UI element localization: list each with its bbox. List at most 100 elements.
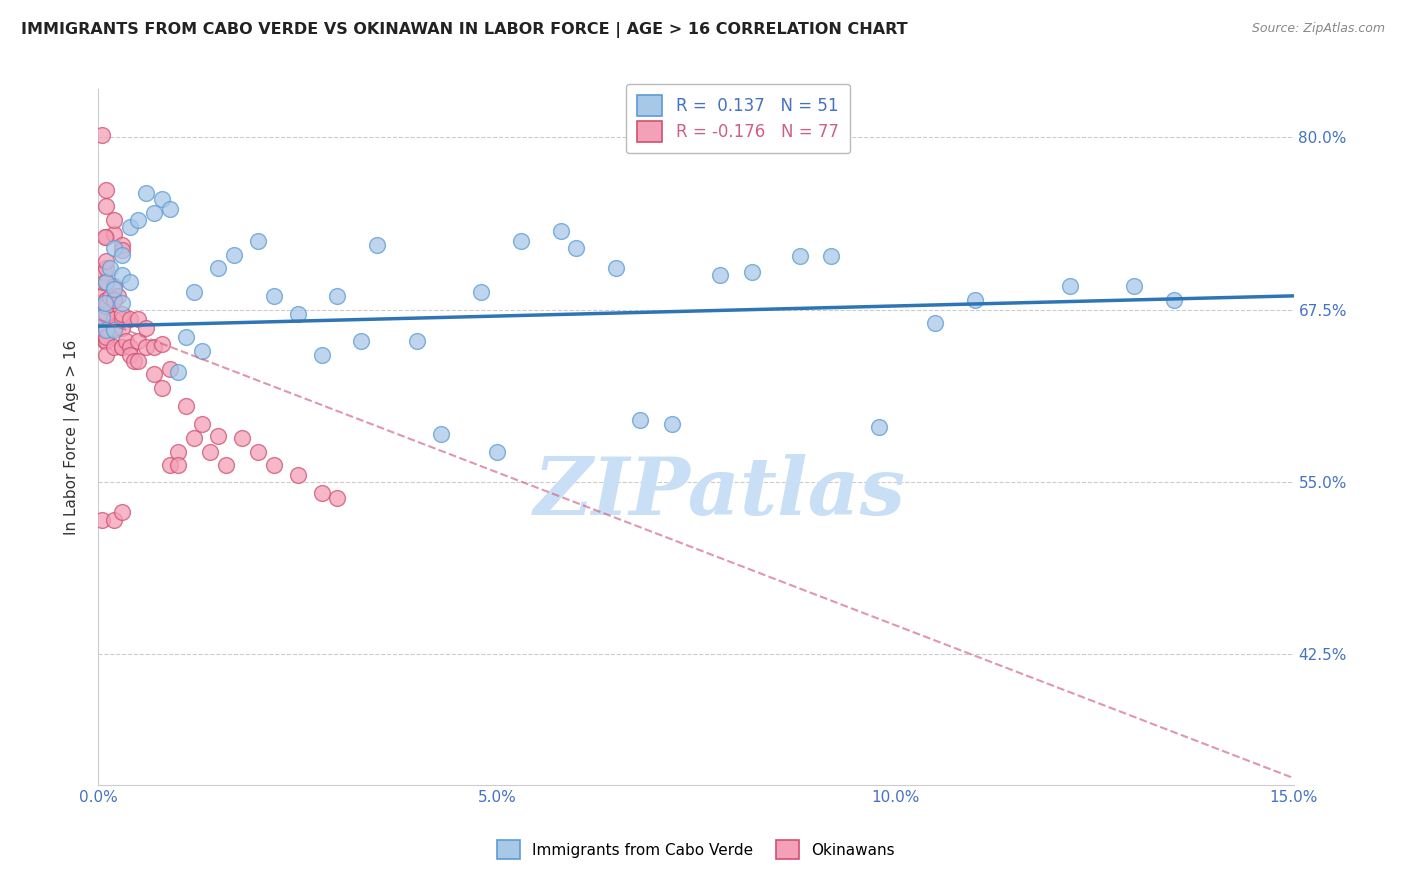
- Point: [366, 238, 388, 252]
- Point: [159, 202, 181, 216]
- Point: [183, 285, 205, 299]
- Point: [167, 458, 190, 473]
- Point: [103, 312, 125, 326]
- Point: [96, 261, 118, 276]
- Point: [246, 234, 269, 248]
- Point: [103, 227, 125, 241]
- Point: [1163, 293, 1185, 307]
- Point: [111, 247, 134, 261]
- Point: [103, 340, 125, 354]
- Point: [127, 312, 149, 326]
- Point: [96, 183, 118, 197]
- Point: [96, 334, 118, 349]
- Point: [135, 186, 157, 200]
- Point: [96, 275, 118, 289]
- Legend: Immigrants from Cabo Verde, Okinawans: Immigrants from Cabo Verde, Okinawans: [491, 834, 901, 865]
- Point: [167, 444, 190, 458]
- Point: [103, 293, 125, 307]
- Point: [135, 320, 157, 334]
- Point: [98, 290, 122, 304]
- Point: [111, 505, 134, 519]
- Point: [150, 193, 173, 207]
- Point: [94, 295, 117, 310]
- Point: [96, 307, 118, 321]
- Point: [91, 128, 114, 142]
- Point: [111, 295, 134, 310]
- Point: [406, 334, 429, 349]
- Point: [150, 381, 173, 395]
- Point: [96, 254, 118, 268]
- Point: [150, 337, 173, 351]
- Point: [198, 444, 221, 458]
- Point: [103, 213, 125, 227]
- Point: [143, 340, 166, 354]
- Point: [91, 310, 114, 324]
- Point: [263, 289, 285, 303]
- Point: [159, 458, 181, 473]
- Point: [565, 241, 588, 255]
- Point: [111, 244, 134, 258]
- Point: [124, 353, 146, 368]
- Point: [246, 444, 269, 458]
- Point: [89, 295, 111, 310]
- Point: [115, 334, 138, 349]
- Point: [661, 417, 683, 431]
- Point: [111, 312, 134, 326]
- Point: [215, 458, 238, 473]
- Point: [96, 307, 118, 321]
- Point: [111, 340, 134, 354]
- Point: [103, 320, 125, 334]
- Point: [94, 334, 117, 349]
- Point: [96, 323, 118, 337]
- Point: [120, 275, 142, 289]
- Point: [470, 285, 492, 299]
- Point: [167, 365, 190, 379]
- Y-axis label: In Labor Force | Age > 16: In Labor Force | Age > 16: [63, 340, 80, 534]
- Point: [111, 238, 134, 252]
- Point: [91, 289, 114, 303]
- Point: [430, 426, 453, 441]
- Point: [94, 229, 117, 244]
- Point: [311, 348, 333, 362]
- Point: [868, 419, 890, 434]
- Point: [174, 330, 197, 344]
- Point: [111, 320, 134, 334]
- Point: [96, 320, 118, 334]
- Point: [96, 298, 118, 312]
- Point: [550, 224, 572, 238]
- Point: [741, 265, 763, 279]
- Point: [820, 249, 842, 263]
- Point: [96, 330, 118, 344]
- Text: ZIPatlas: ZIPatlas: [534, 454, 905, 532]
- Point: [509, 234, 531, 248]
- Point: [326, 491, 349, 506]
- Point: [103, 279, 125, 293]
- Point: [605, 261, 627, 276]
- Point: [96, 229, 118, 244]
- Point: [485, 444, 508, 458]
- Point: [103, 282, 125, 296]
- Point: [174, 399, 197, 413]
- Text: IMMIGRANTS FROM CABO VERDE VS OKINAWAN IN LABOR FORCE | AGE > 16 CORRELATION CHA: IMMIGRANTS FROM CABO VERDE VS OKINAWAN I…: [21, 22, 908, 38]
- Point: [120, 348, 142, 362]
- Point: [1059, 279, 1081, 293]
- Point: [96, 275, 118, 289]
- Point: [111, 268, 134, 283]
- Point: [90, 312, 112, 326]
- Point: [159, 362, 181, 376]
- Point: [96, 348, 118, 362]
- Point: [91, 275, 114, 289]
- Point: [789, 249, 811, 263]
- Point: [91, 323, 114, 337]
- Point: [127, 334, 149, 349]
- Point: [191, 417, 214, 431]
- Point: [127, 213, 149, 227]
- Point: [143, 368, 166, 382]
- Point: [96, 293, 118, 307]
- Point: [120, 340, 142, 354]
- Point: [111, 307, 134, 321]
- Point: [143, 206, 166, 220]
- Point: [90, 307, 112, 321]
- Point: [103, 323, 125, 337]
- Point: [135, 340, 157, 354]
